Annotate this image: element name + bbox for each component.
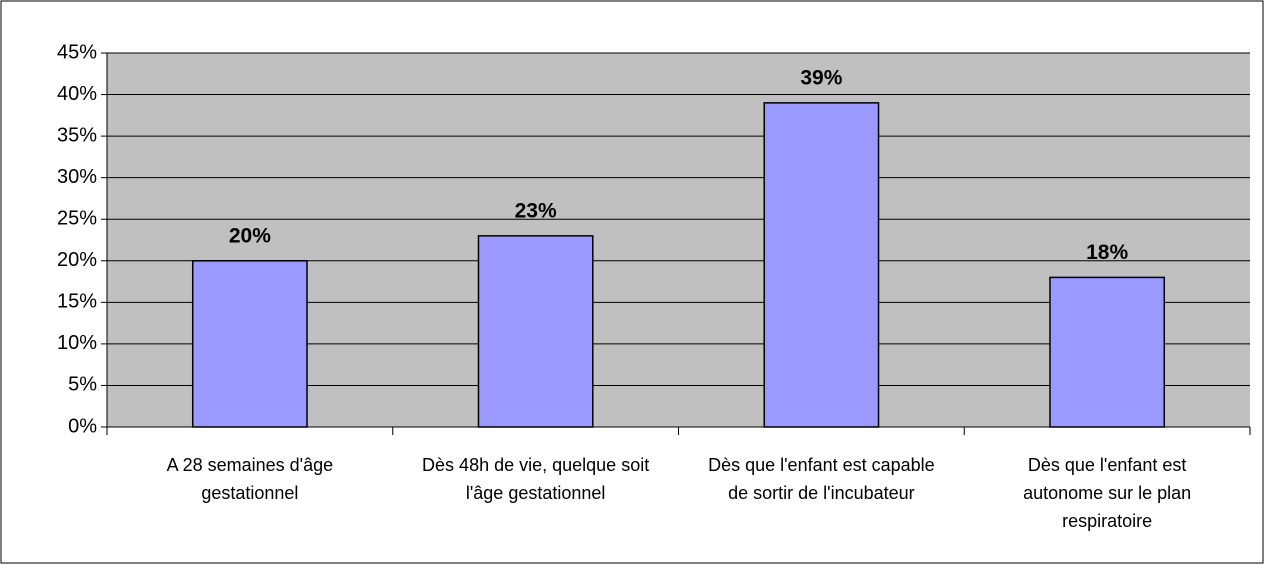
value-label: 39% (800, 66, 842, 89)
y-tick-label: 25% (57, 208, 97, 230)
value-label: 20% (229, 224, 271, 247)
bar (763, 102, 880, 428)
y-tick-label: 0% (68, 415, 97, 437)
y-tick-label: 40% (57, 83, 97, 105)
x-tick-label: Dès 48h de vie, quelque soit l'âge gesta… (422, 455, 650, 503)
bar (1049, 276, 1166, 428)
bar (477, 235, 594, 428)
y-tick-label: 15% (57, 291, 97, 313)
y-tick-label: 20% (57, 249, 97, 271)
y-tick-label: 5% (68, 374, 97, 396)
y-tick-label: 45% (57, 41, 97, 63)
x-tick-label: A 28 semaines d'âge gestationnel (166, 455, 334, 503)
y-tick-label: 35% (57, 124, 97, 146)
x-tick-label: Dès que l'enfant est capable de sortir d… (708, 455, 935, 503)
value-label: 18% (1086, 241, 1128, 264)
value-label: 23% (515, 199, 557, 222)
y-tick-label: 30% (57, 166, 97, 188)
x-tick-label: Dès que l'enfant est autonome sur le pla… (1023, 455, 1192, 531)
bar (191, 260, 308, 428)
y-tick-label: 10% (57, 332, 97, 354)
